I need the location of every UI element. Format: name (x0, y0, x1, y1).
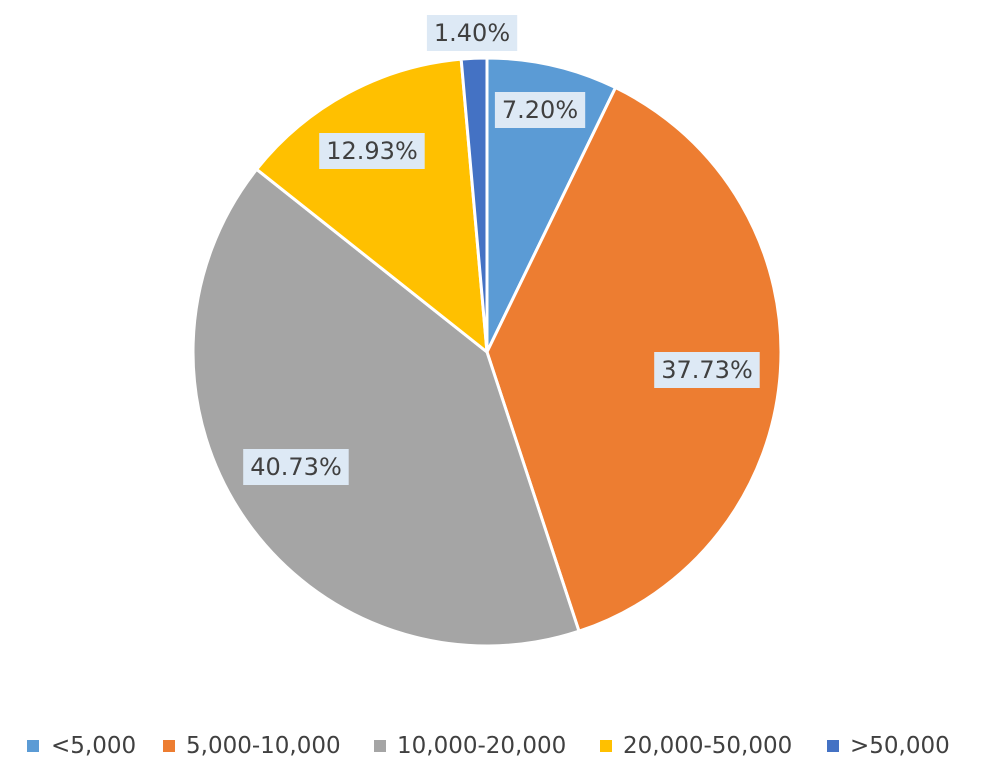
legend-label: 20,000-50,000 (623, 733, 792, 759)
pie-slice-1 (485, 56, 618, 354)
data-label-box (426, 15, 518, 51)
legend-swatch (827, 740, 839, 752)
pie-slice-3 (191, 167, 581, 648)
legend-swatch (374, 740, 386, 752)
legend-swatch (163, 740, 175, 752)
legend-label: <5,000 (51, 733, 136, 759)
legend-label: 10,000-20,000 (397, 733, 566, 759)
data-label-text: 37.73% (661, 356, 753, 384)
data-label-box (494, 92, 586, 128)
data-label-5: 1.40% (426, 15, 518, 51)
legend-item-2: 5,000-10,000 (163, 733, 341, 759)
pie-slice-5 (459, 56, 489, 354)
data-label-box (654, 352, 760, 388)
pie-slice-2 (485, 86, 783, 633)
legend-label: >50,000 (850, 733, 950, 759)
data-label-text: 12.93% (326, 137, 418, 165)
data-label-4: 12.93% (319, 133, 425, 169)
pie-slices (191, 56, 783, 648)
data-label-text: 1.40% (434, 19, 510, 47)
legend-swatch (27, 740, 39, 752)
data-label-3: 40.73% (243, 449, 349, 485)
legend-item-4: 20,000-50,000 (600, 733, 792, 759)
pie-data-labels: 7.20% 37.73% 40.73% 12.93% 1.40% (243, 15, 760, 485)
data-label-2: 37.73% (654, 352, 760, 388)
pie-slice-4 (255, 57, 489, 354)
data-label-box (243, 449, 349, 485)
legend-label: 5,000-10,000 (186, 733, 341, 759)
legend-item-3: 10,000-20,000 (374, 733, 566, 759)
data-label-text: 7.20% (502, 96, 578, 124)
legend-item-1: <5,000 (27, 733, 136, 759)
data-label-box (319, 133, 425, 169)
legend-item-5: >50,000 (827, 733, 950, 759)
legend-swatch (600, 740, 612, 752)
data-label-1: 7.20% (494, 92, 586, 128)
data-label-text: 40.73% (250, 453, 342, 481)
chart-legend: <5,000 5,000-10,000 10,000-20,000 20,000-50… (27, 733, 950, 759)
